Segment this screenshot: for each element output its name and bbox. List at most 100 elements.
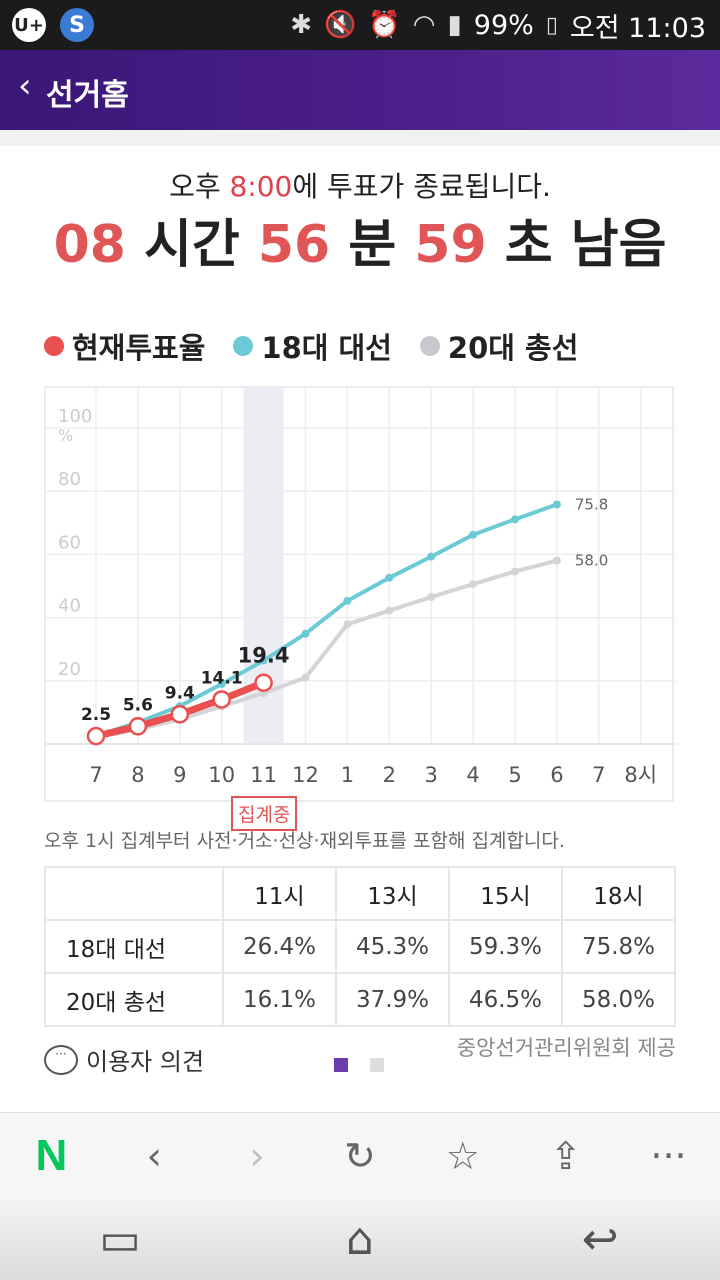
x-tick-label: 9 <box>173 763 186 787</box>
table-header-cell: 15시 <box>448 866 563 921</box>
notice-prefix: 오후 <box>169 170 230 203</box>
wifi-icon: ◠ <box>412 10 436 40</box>
data-point-current <box>170 705 190 724</box>
data-point <box>469 530 478 539</box>
browser-toolbar: N ‹ › ↻ ☆ ⇪ ··· <box>0 1112 720 1199</box>
table-cell: 46.5% <box>448 972 563 1027</box>
data-label: 9.4 <box>165 683 195 703</box>
divider <box>0 130 720 146</box>
data-label: 5.6 <box>123 695 153 715</box>
y-tick-label: 100 <box>58 406 92 427</box>
data-point <box>385 606 394 615</box>
table-row: 20대 총선 16.1% 37.9% 46.5% 58.0% <box>44 972 676 1027</box>
data-point <box>511 515 519 524</box>
bookmark-star-icon[interactable]: ☆ <box>445 1134 480 1178</box>
data-provider: 중앙선거관리위원회 제공 <box>456 1036 676 1060</box>
series-end-label: 58.0 <box>575 552 608 570</box>
table-header-cell: 11시 <box>222 866 337 921</box>
battery-icon: ▯ <box>545 12 558 38</box>
data-point <box>343 620 352 629</box>
back-chevron-icon[interactable]: ‹ <box>18 66 32 106</box>
y-unit-label: % <box>58 426 73 445</box>
data-point-current <box>128 717 148 736</box>
legend-item-current: 현재투표율 <box>44 325 205 367</box>
page-dot[interactable] <box>370 1058 384 1072</box>
y-tick-label: 20 <box>58 659 81 680</box>
data-point <box>552 556 561 565</box>
legend-item-18th: 18대 대선 <box>233 325 392 367</box>
countdown-minutes: 56 <box>257 215 331 275</box>
battery-percent: 99% <box>473 9 534 41</box>
table-cell: 59.3% <box>448 919 563 974</box>
uplus-icon: U+ <box>12 8 46 42</box>
more-icon[interactable]: ··· <box>650 1134 687 1178</box>
series-end-label: 75.8 <box>575 495 608 513</box>
table-cell: 58.0% <box>561 972 676 1027</box>
countdown-minutes-unit: 분 <box>348 215 397 275</box>
naver-home-icon[interactable]: N <box>35 1131 68 1180</box>
x-tick-label: 8시 <box>624 763 657 787</box>
x-tick-label: 2 <box>383 763 396 787</box>
data-point <box>259 656 268 665</box>
user-opinion-label: 이용자 의견 <box>86 1048 205 1076</box>
turnout-chart: 20 40 60 80 100% 7 8 9 10 11 12 1 2 3 4 5 6 7 8시 58.0 75.8 2.… <box>44 386 676 802</box>
data-point <box>301 673 310 682</box>
chart-legend: 현재투표율 18대 대선 20대 총선 <box>44 325 578 367</box>
header-title[interactable]: 선거홈 <box>46 78 129 113</box>
legend-item-20th: 20대 총선 <box>419 325 578 367</box>
data-point <box>343 596 352 605</box>
table-header-cell <box>44 866 224 921</box>
x-tick-label: 10 <box>208 763 235 787</box>
y-tick-label: 80 <box>58 469 81 490</box>
legend-dot-20th <box>419 336 440 356</box>
countdown-seconds: 59 <box>414 215 487 275</box>
recent-apps-icon[interactable]: ▭ <box>99 1213 141 1265</box>
table-cell: 75.8% <box>561 919 676 974</box>
counting-badge: 집계중 <box>231 796 298 831</box>
table-header-cell: 13시 <box>335 866 450 921</box>
page-dot-active[interactable] <box>334 1058 348 1072</box>
legend-dot-current <box>44 336 64 356</box>
refresh-icon[interactable]: ↻ <box>344 1134 376 1178</box>
countdown-seconds-unit: 초 남음 <box>504 215 667 275</box>
forward-icon[interactable]: › <box>249 1134 265 1178</box>
bluetooth-icon: ✱ <box>290 10 313 40</box>
legend-label-18th: 18대 대선 <box>261 331 392 365</box>
notice-suffix: 에 투표가 종료됩니다. <box>292 170 551 203</box>
data-point <box>427 593 436 602</box>
data-point <box>427 552 436 561</box>
home-icon[interactable]: ⌂ <box>346 1213 374 1265</box>
data-point-current <box>86 726 106 746</box>
page-indicator[interactable] <box>334 1058 384 1072</box>
series-line <box>95 558 558 740</box>
x-tick-label: 6 <box>550 763 563 787</box>
countdown-hours-unit: 시간 <box>144 215 240 275</box>
table-cell: 45.3% <box>335 919 450 974</box>
turnout-table: 11시 13시 15시 18시 18대 대선 26.4% 45.3% 59.3%… <box>44 866 676 1027</box>
table-cell: 37.9% <box>335 972 450 1027</box>
x-tick-label: 5 <box>508 763 521 787</box>
app-header: ‹ 선거홈 <box>0 50 720 130</box>
table-cell: 26.4% <box>222 919 337 974</box>
s-app-icon: S <box>60 8 94 42</box>
x-tick-label: 3 <box>425 763 438 787</box>
mute-icon: 🔇 <box>324 10 357 40</box>
status-bar: U+ S ✱ 🔇 ⏰ ◠ ▮ 99% ▯ 오전 11:03 <box>0 0 720 50</box>
x-tick-label: 12 <box>292 763 319 787</box>
system-back-icon[interactable]: ↩ <box>581 1213 619 1265</box>
y-tick-label: 40 <box>58 596 81 617</box>
x-tick-label: 1 <box>341 763 354 787</box>
user-opinion-button[interactable]: ··· 이용자 의견 <box>44 1042 204 1077</box>
alarm-icon: ⏰ <box>368 10 401 40</box>
table-header-cell: 18시 <box>561 866 676 921</box>
system-nav-bar: ▭ ⌂ ↩ <box>0 1198 720 1280</box>
legend-dot-18th <box>233 336 254 356</box>
data-label: 19.4 <box>238 644 290 668</box>
x-tick-label: 11 <box>250 763 277 787</box>
back-icon[interactable]: ‹ <box>146 1134 162 1178</box>
table-cell: 16.1% <box>222 972 337 1027</box>
data-point <box>217 679 226 688</box>
share-icon[interactable]: ⇪ <box>549 1134 582 1178</box>
data-point <box>385 573 394 582</box>
